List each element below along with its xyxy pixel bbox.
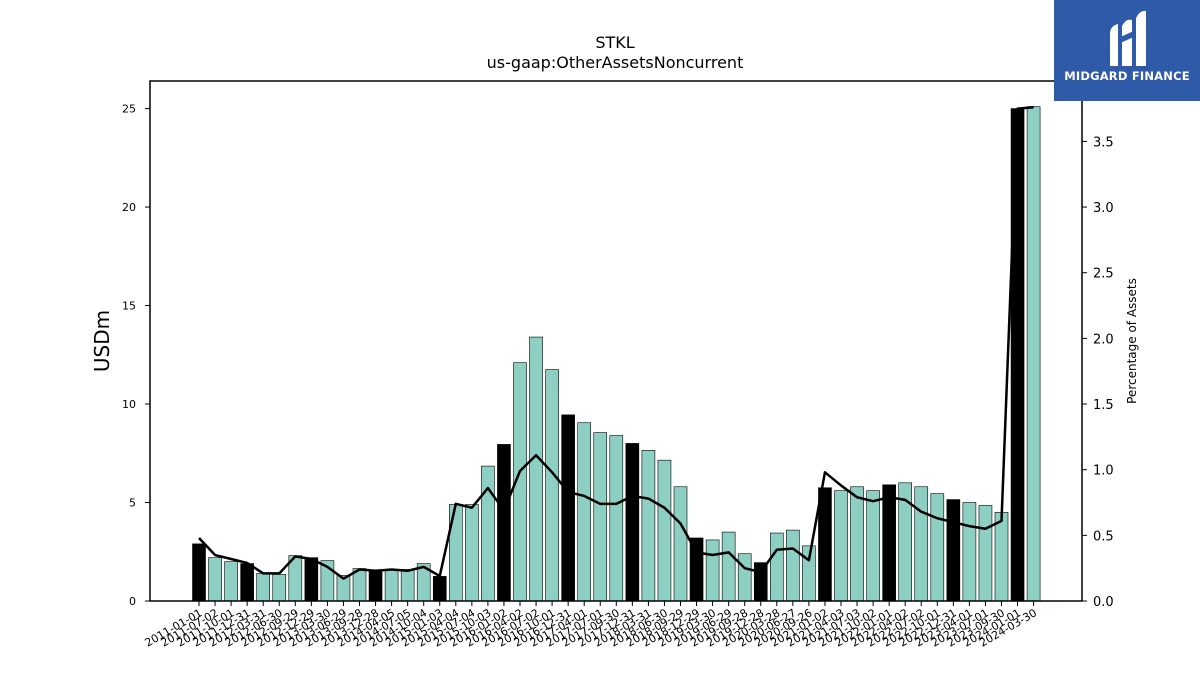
- bar-2015-07-04: [465, 504, 479, 602]
- chart-subtitle: us-gaap:OtherAssetsNoncurrent: [487, 53, 744, 72]
- bar-2018-06-30: [657, 459, 672, 602]
- bar-2014-04-05: [384, 569, 399, 602]
- right-tick-label: 1.5: [1093, 398, 1114, 413]
- right-tick-label: 2.5: [1093, 267, 1114, 282]
- bar-2022-10-01: [930, 493, 945, 602]
- bar-2019-09-28: [737, 553, 752, 602]
- bar-2019-12-28: [753, 562, 768, 602]
- brand-mark-icon: [1110, 10, 1146, 67]
- bar-2011-12-31: [240, 563, 254, 602]
- bar-2017-07-01: [593, 432, 608, 602]
- bar-2022-12-31: [946, 499, 961, 602]
- bar-2024-01-01: [1010, 108, 1025, 602]
- brand-name: MIDGARD FINANCE: [1064, 69, 1190, 83]
- bar-2019-06-29: [721, 531, 736, 602]
- bar-2016-12-31: [561, 414, 575, 602]
- bar-2016-01-02: [497, 444, 511, 602]
- bar-2018-09-29: [673, 486, 688, 602]
- bar-2017-04-01: [577, 422, 592, 602]
- y-axis-label: USDm: [90, 310, 114, 372]
- bar-2023-04-01: [962, 502, 977, 602]
- left-tick-label: 0: [129, 595, 136, 608]
- left-tick-label: 5: [129, 497, 136, 510]
- bar-2018-03-31: [641, 450, 656, 602]
- bar-2021-07-03: [850, 486, 864, 602]
- bar-2020-06-27: [786, 529, 800, 602]
- bar-2021-10-02: [866, 490, 880, 602]
- right-tick-label: 1.0: [1093, 464, 1114, 479]
- bar-2012-12-29: [304, 557, 319, 602]
- bar-2015-10-03: [481, 465, 495, 602]
- bar-2023-09-30: [994, 512, 1009, 602]
- bar-2021-04-03: [834, 490, 848, 602]
- right-tick-label: 0.5: [1093, 529, 1114, 544]
- bar-2011-01-01: [192, 543, 206, 602]
- bar-2011-10-01: [224, 561, 238, 602]
- bar-2012-03-31: [256, 573, 271, 602]
- y2-axis-label: Percentage of Assets: [1125, 278, 1139, 404]
- right-tick-label: 2.0: [1093, 332, 1114, 347]
- bar-2014-07-05: [400, 569, 415, 602]
- brand-logo: MIDGARD FINANCE: [1054, 0, 1200, 101]
- bar-2016-10-01: [545, 369, 559, 602]
- bar-2017-09-30: [609, 435, 624, 602]
- left-tick-label: 15: [122, 300, 136, 313]
- bar-2013-12-28: [368, 570, 383, 602]
- left-tick-label: 10: [122, 398, 136, 411]
- right-tick-label: 3.0: [1093, 201, 1114, 216]
- bar-2016-07-02: [529, 336, 543, 602]
- right-tick-label: 0.0: [1093, 595, 1114, 610]
- right-y-axis: 0.0 0.5 1.0 1.5 2.0 2.5 3.0 3.5: [1082, 135, 1114, 610]
- x-axis: 2011-01-012011-07-022011-10-012011-12-31…: [143, 601, 1039, 650]
- percentage-line-layer: [198, 106, 1034, 580]
- bar-2023-07-01: [978, 505, 993, 602]
- bar-2019-03-30: [705, 539, 720, 602]
- bar-2022-01-01: [882, 484, 896, 602]
- bar-2020-03-28: [769, 532, 784, 602]
- chart-title: STKL: [595, 33, 634, 52]
- bar-2022-07-02: [914, 486, 929, 602]
- bar-2015-01-03: [432, 576, 447, 602]
- bar-2012-06-30: [272, 574, 287, 602]
- bar-2018-12-29: [689, 537, 704, 602]
- left-tick-label: 20: [122, 201, 136, 214]
- left-tick-label: 25: [122, 103, 136, 116]
- right-tick-label: 3.5: [1093, 135, 1114, 150]
- percentage-line: [198, 106, 1034, 580]
- bar-group: [192, 106, 1041, 602]
- left-y-axis: 0 5 10 15 20 25: [122, 103, 150, 608]
- bar-2021-01-02: [818, 487, 832, 602]
- bar-2011-07-02: [208, 557, 222, 602]
- bar-2017-12-31: [625, 443, 640, 602]
- bar-2024-03-30: [1026, 106, 1041, 602]
